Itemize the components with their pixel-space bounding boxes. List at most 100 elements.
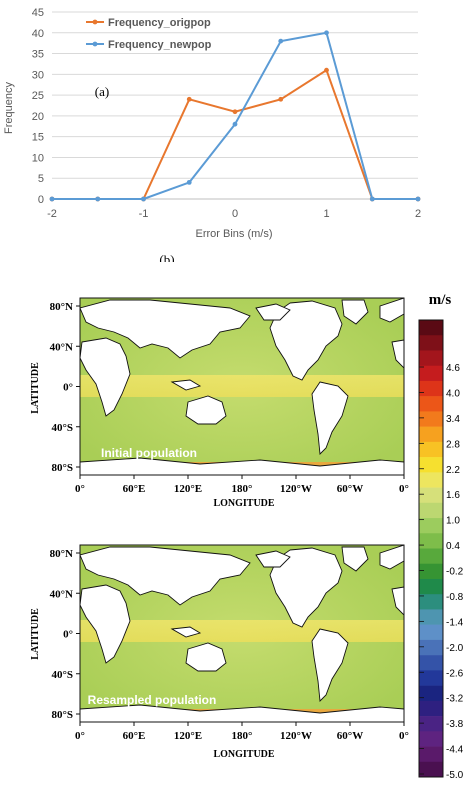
data-point [232, 121, 238, 127]
map-x-tick-label: 120°E [174, 483, 202, 495]
colorbar-segment [419, 731, 443, 747]
colorbar-tick-label: 2.8 [446, 439, 460, 450]
colorbar-segment [419, 518, 443, 534]
colorbar-segment [419, 578, 443, 595]
map-x-tick-label: 0° [399, 730, 409, 742]
colorbar-segment [419, 396, 443, 412]
line-chart-series [49, 30, 421, 202]
map-annotation-initial: Initial population [101, 446, 197, 460]
legend-entry: Frequency_origpop [108, 17, 211, 29]
colorbar-segment [419, 670, 443, 686]
legend-marker [92, 41, 98, 47]
colorbar-segment [419, 761, 443, 778]
y-tick-label: 5 [38, 173, 44, 185]
colorbar-tick-label: 4.0 [446, 388, 460, 399]
panel-b-label: (b) [159, 252, 174, 262]
colorbar-segment [419, 380, 443, 397]
line-chart-y-axis-label: Frequency [3, 82, 15, 134]
map-x-tick-label: 0° [75, 483, 85, 495]
line-chart-x-axis-label: Error Bins (m/s) [196, 228, 273, 240]
colorbar-tick-label: -1.4 [446, 617, 464, 628]
map-y-tick-label: 40°N [50, 588, 73, 600]
colorbar-frame [418, 319, 444, 778]
legend-entry: Frequency_newpop [108, 39, 212, 51]
y-tick-label: 20 [32, 111, 44, 123]
map-bottom-y-axis-label: LATITUDE [30, 608, 41, 660]
map-y-tick-label: 0° [63, 629, 73, 641]
data-point [324, 67, 329, 73]
colorbar-tick-label: -3.2 [446, 694, 464, 705]
data-point [186, 96, 192, 102]
map-bottom-x-axis-label: LONGITUDE [213, 749, 274, 760]
data-point [278, 96, 284, 102]
data-point [278, 38, 284, 44]
colorbar-unit-label: m/s [429, 292, 452, 308]
panel-a-label: (a) [95, 84, 109, 99]
legend-marker [92, 19, 98, 25]
colorbar-tick-label: -4.4 [446, 745, 464, 756]
map-resampled-population: Resampled population [79, 544, 405, 723]
data-point [415, 196, 421, 202]
map-y-tick-label: 40°N [50, 341, 73, 353]
colorbar-segment [419, 548, 443, 565]
colorbar-tick-label: -3.8 [446, 719, 464, 730]
map-y-tick-label: 0° [63, 382, 73, 394]
map-y-tick-label: 80°N [50, 548, 73, 560]
colorbar-segment [419, 320, 443, 336]
y-tick-label: 35 [32, 49, 44, 61]
map-x-tick-label: 0° [399, 483, 409, 495]
y-tick-label: 10 [32, 152, 44, 164]
colorbar-tick-label: 0.4 [446, 541, 460, 552]
data-point [232, 109, 238, 115]
map-x-tick-label: 180° [232, 483, 253, 495]
map-y-tick-label: 40°S [51, 669, 73, 681]
x-tick-label: 2 [415, 208, 421, 220]
line-chart-legend: Frequency_origpop Frequency_newpop [86, 17, 212, 51]
map-x-tick-label: 60°E [123, 483, 146, 495]
map-y-tick-label: 80°S [51, 462, 73, 474]
colorbar-segment [419, 639, 443, 656]
colorbar-segment [419, 411, 443, 427]
colorbar-segment [419, 472, 443, 488]
data-point [186, 179, 192, 185]
data-point [141, 196, 146, 202]
colorbar-tick-label: -0.2 [446, 567, 464, 578]
colorbar-tick-label: 2.2 [446, 465, 460, 476]
y-tick-label: 40 [32, 28, 44, 40]
colorbar-tick-label: 1.0 [446, 516, 460, 527]
colorbar-segment [419, 426, 443, 443]
map-top-x-axis-label: LONGITUDE [213, 498, 274, 509]
colorbar-tick-label: -2.6 [446, 668, 464, 679]
map-x-tick-label: 60°W [337, 483, 363, 495]
map-x-tick-label: 120°W [280, 483, 312, 495]
data-point [369, 196, 375, 202]
colorbar-segment [419, 746, 443, 763]
x-tick-label: 1 [323, 208, 329, 220]
colorbar-segment [419, 457, 443, 473]
colorbar-segment [419, 487, 443, 504]
line-chart-grid [52, 11, 418, 179]
colorbar-segment [419, 365, 443, 382]
map-x-tick-label: 0° [75, 730, 85, 742]
colorbar-tick-label: -5.0 [446, 770, 464, 781]
colorbar-segment [419, 441, 443, 458]
map-x-tick-label: 180° [232, 730, 253, 742]
colorbar-segment [419, 533, 443, 549]
colorbar-segment [419, 655, 443, 671]
map-y-tick-label: 80°N [50, 301, 73, 313]
colorbar-segment [419, 335, 443, 351]
colorbar-segment [419, 609, 443, 625]
x-tick-label: -1 [139, 208, 149, 220]
colorbar: 4.6 4.0 3.4 2.8 2.2 1.6 1.0 0.4 -0.2 -0.8 -1.4 -2.0… [418, 319, 464, 781]
colorbar-segment [419, 624, 443, 641]
colorbar-segment [419, 502, 443, 519]
colorbar-segment [419, 716, 443, 732]
map-initial-population: Initial population [79, 297, 405, 476]
x-tick-label: 0 [232, 208, 238, 220]
y-tick-label: 25 [32, 90, 44, 102]
map-x-tick-label: 60°E [123, 730, 146, 742]
colorbar-segment [419, 594, 443, 610]
colorbar-tick-label: -0.8 [446, 592, 464, 603]
map-x-tick-label: 60°W [337, 730, 363, 742]
